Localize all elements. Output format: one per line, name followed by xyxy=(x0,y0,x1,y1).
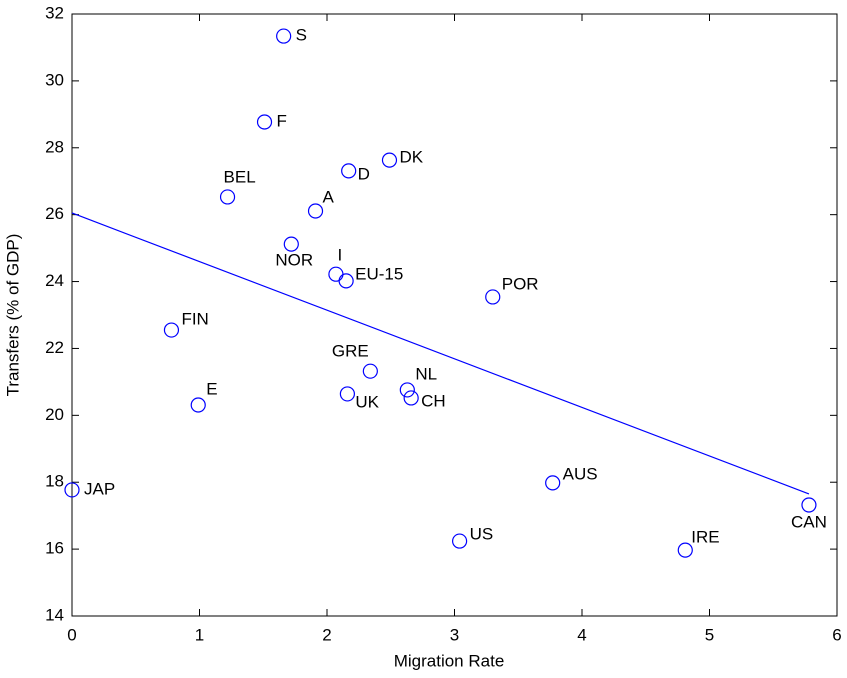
point-label: IRE xyxy=(691,528,719,547)
data-point xyxy=(163,322,180,338)
data-point xyxy=(339,386,355,402)
y-tick-label: 14 xyxy=(45,605,64,624)
point-label: A xyxy=(323,187,335,206)
point-label: I xyxy=(338,246,343,265)
y-tick-label: 22 xyxy=(45,338,64,357)
data-point xyxy=(64,482,80,498)
data-point xyxy=(256,114,273,130)
data-point xyxy=(283,236,299,252)
point-label: D xyxy=(358,164,370,183)
fit-line xyxy=(71,212,810,495)
point-label: CAN xyxy=(791,512,827,531)
point-label: S xyxy=(296,26,307,45)
point-label: POR xyxy=(502,274,539,293)
point-label: AUS xyxy=(563,464,598,483)
data-point xyxy=(545,475,561,491)
x-tick-label: 0 xyxy=(67,625,76,644)
y-tick-label: 18 xyxy=(45,472,64,491)
data-point xyxy=(362,363,378,379)
y-tick-label: 16 xyxy=(45,539,64,558)
data-point xyxy=(219,189,236,205)
data-point xyxy=(338,273,354,289)
point-label: UK xyxy=(355,392,379,411)
y-axis-label: Transfers (% of GDP) xyxy=(3,234,22,397)
data-point xyxy=(341,163,357,179)
data-point xyxy=(190,397,206,413)
point-label: DK xyxy=(399,148,423,167)
data-point xyxy=(403,390,419,406)
data-point xyxy=(399,382,415,398)
data-point xyxy=(677,542,693,558)
point-label: JAP xyxy=(84,479,115,498)
point-label: CH xyxy=(421,391,446,410)
y-tick-label: 30 xyxy=(45,70,64,89)
x-tick-label: 3 xyxy=(450,625,459,644)
x-tick-label: 4 xyxy=(577,625,586,644)
y-tick-label: 32 xyxy=(45,3,64,22)
x-tick-label: 6 xyxy=(832,625,841,644)
point-label: EU-15 xyxy=(355,264,403,283)
data-point xyxy=(307,203,324,219)
point-label: NOR xyxy=(275,251,313,270)
point-label: F xyxy=(277,112,287,131)
point-label: NL xyxy=(415,364,437,383)
data-point xyxy=(276,28,292,44)
x-tick-label: 5 xyxy=(705,625,714,644)
point-label: BEL xyxy=(224,167,256,186)
point-label: US xyxy=(470,525,494,544)
x-tick-label: 2 xyxy=(322,625,331,644)
y-tick-label: 20 xyxy=(45,405,64,424)
data-point xyxy=(485,289,501,305)
point-label: E xyxy=(206,379,217,398)
y-tick-label: 24 xyxy=(45,271,64,290)
data-point xyxy=(801,497,817,513)
data-point xyxy=(381,152,398,168)
data-point xyxy=(452,533,468,549)
x-tick-label: 1 xyxy=(195,625,204,644)
point-label: GRE xyxy=(332,342,369,361)
y-tick-label: 28 xyxy=(45,137,64,156)
x-axis-label: Migration Rate xyxy=(394,651,505,670)
data-point xyxy=(328,266,344,282)
y-tick-label: 26 xyxy=(45,204,64,223)
point-label: FIN xyxy=(181,310,208,329)
